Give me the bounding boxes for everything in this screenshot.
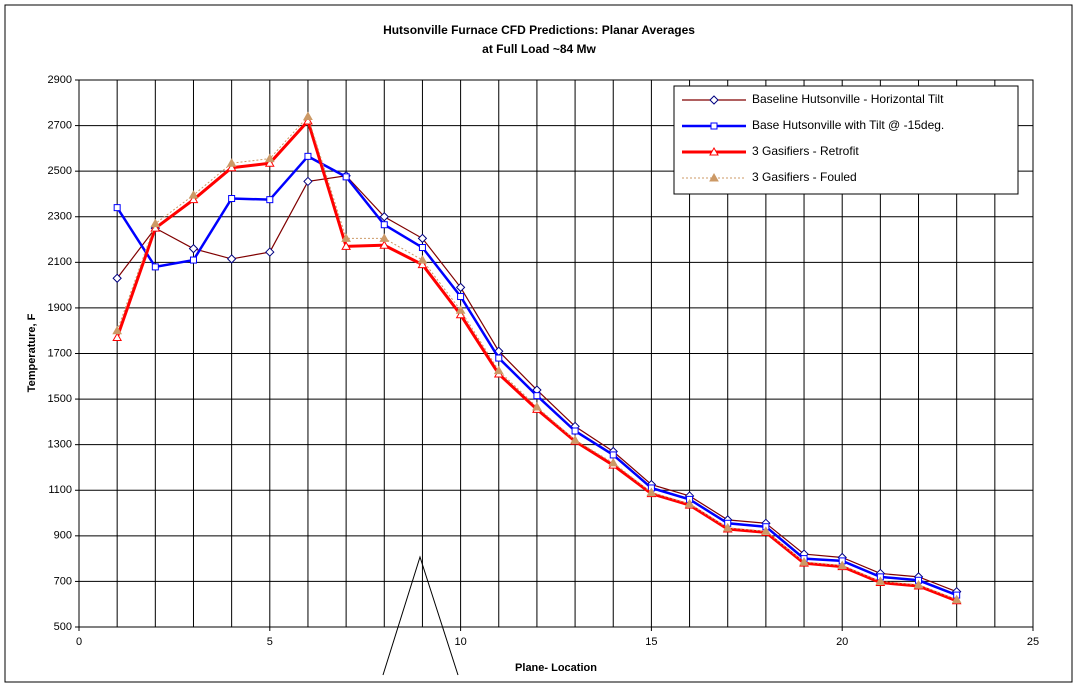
marker xyxy=(113,204,121,212)
marker xyxy=(188,243,199,254)
marker xyxy=(799,557,809,566)
marker xyxy=(226,158,237,167)
marker xyxy=(709,146,719,156)
marker xyxy=(379,233,390,242)
legend-label: Baseline Hutsonville - Horizontal Tilt xyxy=(752,92,944,106)
marker xyxy=(495,354,503,362)
marker xyxy=(226,254,237,264)
marker xyxy=(417,255,428,264)
x-tick-label: 20 xyxy=(836,636,848,648)
y-tick-label: 2100 xyxy=(48,256,72,268)
y-tick-label: 1100 xyxy=(48,484,72,496)
marker xyxy=(455,282,466,293)
marker xyxy=(608,457,619,467)
legend-box xyxy=(673,85,1019,195)
marker xyxy=(609,451,617,459)
marker xyxy=(533,392,541,400)
marker xyxy=(342,173,350,181)
y-axis-label: Temperature, F xyxy=(26,313,38,392)
legend-label: 3 Gasifiers - Fouled xyxy=(752,170,857,184)
chart-title: Hutsonville Furnace CFD Predictions: Pla… xyxy=(383,23,695,37)
marker xyxy=(380,221,388,229)
marker xyxy=(264,158,275,167)
y-tick-label: 2500 xyxy=(48,165,72,177)
y-tick-label: 2300 xyxy=(48,211,72,223)
marker xyxy=(150,218,161,228)
marker xyxy=(457,293,465,301)
marker xyxy=(493,365,504,375)
marker xyxy=(709,95,719,105)
marker xyxy=(455,309,466,319)
marker xyxy=(112,332,123,342)
marker xyxy=(303,111,313,120)
x-tick-label: 25 xyxy=(1027,636,1039,648)
plot-area xyxy=(78,79,1034,628)
marker xyxy=(455,305,466,314)
marker xyxy=(837,560,848,569)
marker xyxy=(150,223,161,232)
line xyxy=(116,115,957,601)
marker xyxy=(266,196,274,204)
marker xyxy=(417,233,428,244)
x-tick-label: 15 xyxy=(645,636,657,648)
y-tick-label: 700 xyxy=(54,575,72,587)
y-tick-label: 900 xyxy=(54,530,72,542)
marker xyxy=(875,576,886,585)
legend: Baseline Hutsonville - Horizontal Tilt Ba… xyxy=(673,85,1019,195)
marker xyxy=(189,256,197,264)
marker xyxy=(684,498,695,508)
marker xyxy=(418,244,426,252)
marker xyxy=(303,176,313,187)
y-tick-label: 1700 xyxy=(48,347,72,359)
chart-title: at Full Load ~84 Mw xyxy=(482,42,596,56)
marker xyxy=(188,190,199,199)
marker xyxy=(570,435,580,444)
marker xyxy=(112,273,122,283)
plot xyxy=(112,111,962,605)
marker xyxy=(304,152,312,160)
marker xyxy=(646,487,657,497)
marker xyxy=(379,212,389,222)
marker xyxy=(341,233,351,242)
marker xyxy=(417,259,428,269)
marker xyxy=(228,195,236,203)
y-tick-label: 2700 xyxy=(48,119,72,131)
legend-label: Base Hutsonville with Tilt @ -15deg. xyxy=(752,118,944,132)
y-tick-label: 1500 xyxy=(48,393,72,405)
marker xyxy=(226,162,237,172)
marker xyxy=(913,579,924,589)
marker xyxy=(151,263,159,271)
marker xyxy=(341,241,351,250)
marker xyxy=(722,522,733,532)
marker xyxy=(265,247,275,257)
marker xyxy=(761,526,771,535)
marker xyxy=(112,325,123,335)
marker xyxy=(379,240,390,249)
y-tick-label: 2900 xyxy=(48,74,72,86)
marker xyxy=(951,594,962,604)
marker xyxy=(188,194,199,204)
y-tick-label: 1900 xyxy=(48,302,72,314)
x-tick-label: 10 xyxy=(454,636,466,648)
y-tick-label: 500 xyxy=(54,621,72,633)
y-tick-label: 1300 xyxy=(48,439,72,451)
x-tick-label: 0 xyxy=(76,636,82,648)
series xyxy=(112,111,962,604)
stray-line xyxy=(382,555,459,676)
legend-label: 3 Gasifiers - Retrofit xyxy=(752,144,859,158)
marker xyxy=(710,122,718,130)
marker xyxy=(709,172,719,182)
marker xyxy=(571,427,579,435)
marker xyxy=(264,153,275,163)
marker xyxy=(532,402,542,411)
x-axis-label: Plane- Location xyxy=(515,662,597,674)
x-tick-label: 5 xyxy=(267,636,273,648)
